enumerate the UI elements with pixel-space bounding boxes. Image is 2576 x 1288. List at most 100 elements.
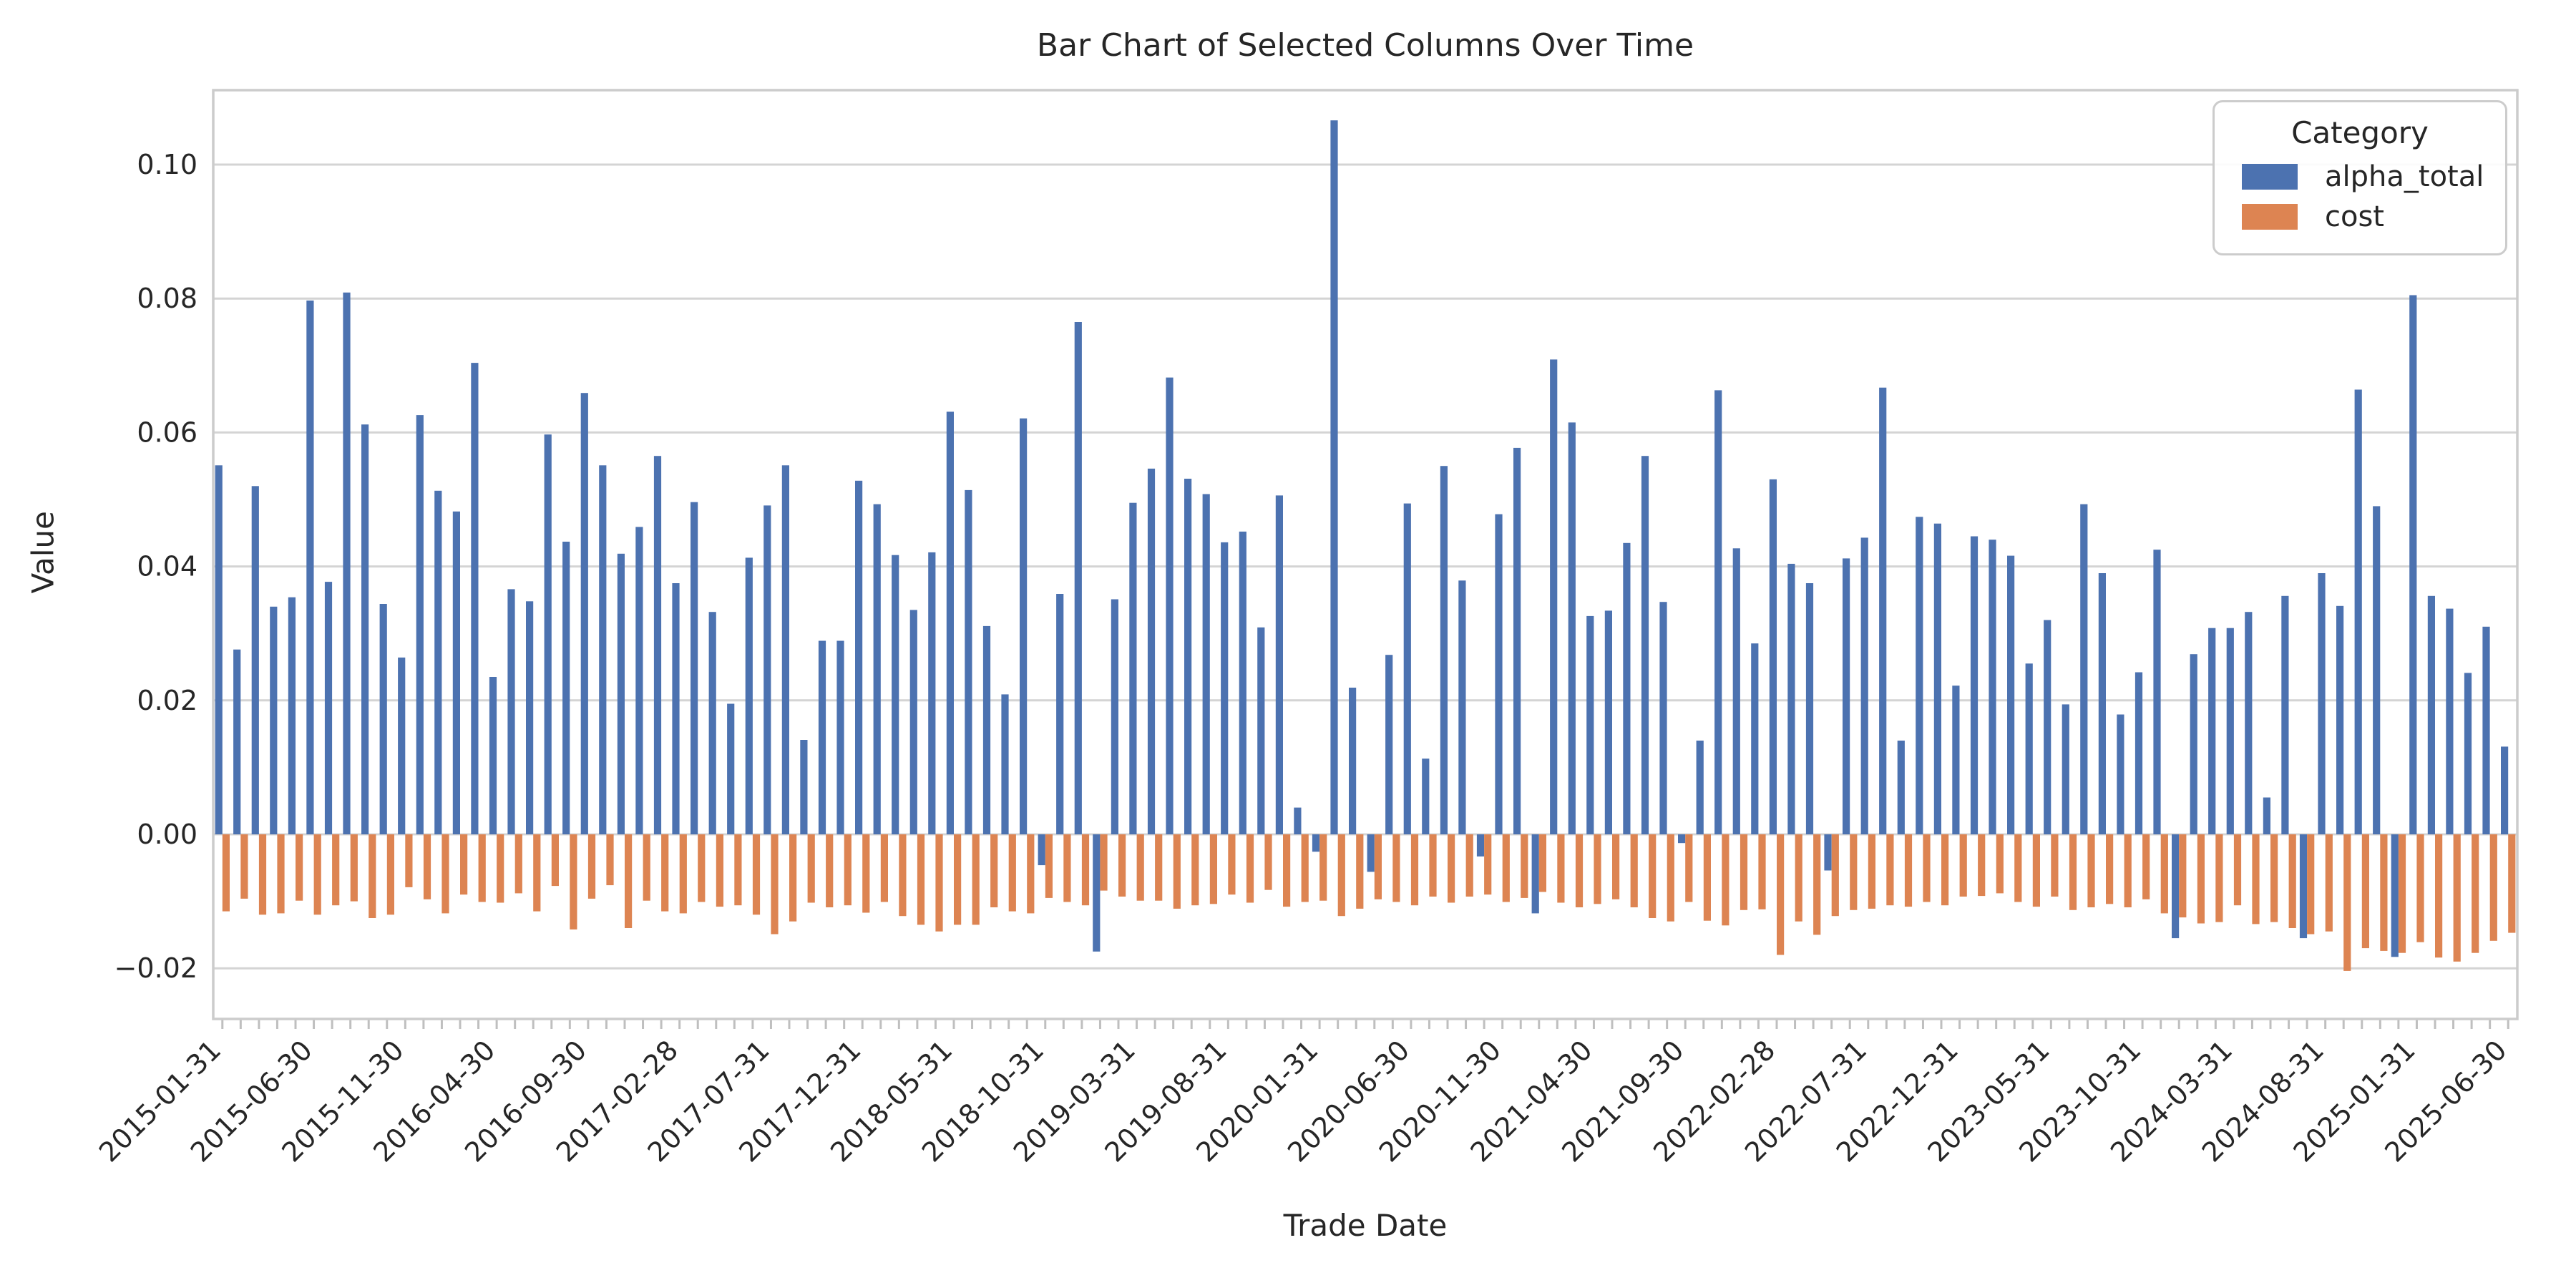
bar-alpha_total [2153, 550, 2161, 834]
bar-alpha_total [288, 597, 296, 834]
legend-title: Category [2291, 115, 2429, 150]
bar-alpha_total [1933, 523, 1941, 834]
bar-cost [1538, 834, 1546, 892]
bar-alpha_total [1550, 359, 1558, 834]
bar-cost [2398, 834, 2406, 953]
bar-alpha_total [2135, 672, 2143, 834]
bar-cost [679, 834, 687, 914]
bar-alpha_total [708, 612, 716, 834]
bar-alpha_total [873, 504, 881, 834]
bar-alpha_total [2208, 628, 2216, 834]
legend: Category alpha_total cost [2212, 100, 2507, 255]
bar-alpha_total [2391, 834, 2399, 957]
bar-cost [2270, 834, 2278, 922]
bar-cost [405, 834, 413, 887]
bar-cost [899, 834, 907, 917]
bar-alpha_total [1659, 602, 1667, 834]
x-axis-title: Trade Date [1283, 1208, 1448, 1243]
bar-alpha_total [544, 434, 552, 834]
bar-cost [1795, 834, 1802, 922]
bar-cost [1465, 834, 1473, 897]
bar-cost [954, 834, 962, 925]
bar-alpha_total [2464, 673, 2472, 834]
bar-alpha_total [1732, 548, 1740, 834]
bar-cost [570, 834, 577, 930]
bar-alpha_total [2117, 714, 2124, 834]
y-tick-label: 0.04 [137, 551, 197, 582]
bar-cost [752, 834, 761, 915]
bar-cost [2032, 834, 2040, 907]
bar-cost [1959, 834, 1967, 897]
bar-alpha_total [1367, 834, 1375, 872]
bar-alpha_total [800, 740, 808, 834]
bar-cost [2472, 834, 2479, 953]
bar-alpha_total [507, 589, 515, 834]
bar-cost [313, 834, 321, 915]
bar-alpha_total [398, 657, 406, 834]
bar-cost [1777, 834, 1785, 955]
bar-alpha_total [1860, 537, 1868, 834]
bar-cost [716, 834, 723, 907]
bar-alpha_total [1147, 468, 1156, 834]
bar-alpha_total [1805, 583, 1814, 834]
bar-alpha_total [2482, 626, 2490, 834]
bar-cost [460, 834, 468, 895]
bar-cost [1502, 834, 1510, 902]
bar-cost [661, 834, 669, 912]
bar-cost [1209, 834, 1217, 904]
bar-alpha_total [2427, 595, 2435, 834]
bar-alpha_total [1604, 610, 1612, 834]
bar-cost [441, 834, 449, 914]
bar-alpha_total [233, 649, 241, 834]
bar-cost [2453, 834, 2461, 962]
bar-cost [2288, 834, 2296, 928]
bar-alpha_total [1074, 322, 1082, 834]
bar-alpha_total [1696, 741, 1704, 834]
bar-cost [1831, 834, 1839, 917]
bar-alpha_total [617, 553, 625, 834]
bar-alpha_total [526, 601, 534, 834]
bar-alpha_total [1531, 834, 1539, 914]
bar-alpha_total [1111, 599, 1118, 834]
bar-alpha_total [1568, 422, 1576, 834]
bar-cost [1448, 834, 1455, 903]
bar-alpha_total [1001, 694, 1009, 834]
bar-alpha_total [855, 480, 863, 834]
bar-alpha_total [215, 465, 223, 834]
bar-cost [1740, 834, 1748, 910]
bar-alpha_total [1257, 627, 1265, 834]
bar-cost [1392, 834, 1400, 902]
bar-cost [2343, 834, 2351, 971]
bar-alpha_total [1897, 741, 1905, 834]
bar-alpha_total [324, 582, 333, 834]
bar-alpha_total [562, 542, 570, 834]
bar-cost [2160, 834, 2168, 914]
bar-alpha_total [1221, 542, 1229, 834]
bar-cost [1319, 834, 1327, 901]
bar-cost [1521, 834, 1528, 898]
bar-alpha_total [1769, 479, 1777, 834]
bar-cost [2489, 834, 2497, 941]
bar-alpha_total [361, 424, 369, 834]
bar-alpha_total [580, 393, 588, 834]
bar-cost [2325, 834, 2333, 932]
y-tick-label: 0.08 [137, 283, 197, 314]
bar-cost [625, 834, 633, 928]
y-axis-title: Value [25, 511, 61, 594]
bar-cost [1337, 834, 1345, 917]
bar-cost [1886, 834, 1894, 906]
bar-cost [2087, 834, 2095, 907]
bar-alpha_total [836, 640, 844, 834]
bar-cost [789, 834, 797, 922]
bar-cost [2435, 834, 2443, 958]
bar-alpha_total [965, 489, 972, 834]
bar-alpha_total [727, 703, 735, 834]
bar-cost [880, 834, 888, 902]
bar-cost [862, 834, 870, 913]
bar-cost [1301, 834, 1309, 902]
bar-cost [369, 834, 376, 918]
bar-alpha_total [2281, 595, 2289, 834]
bar-cost [1356, 834, 1364, 909]
bar-cost [1100, 834, 1108, 891]
legend-swatch-cost-icon [2242, 204, 2298, 230]
